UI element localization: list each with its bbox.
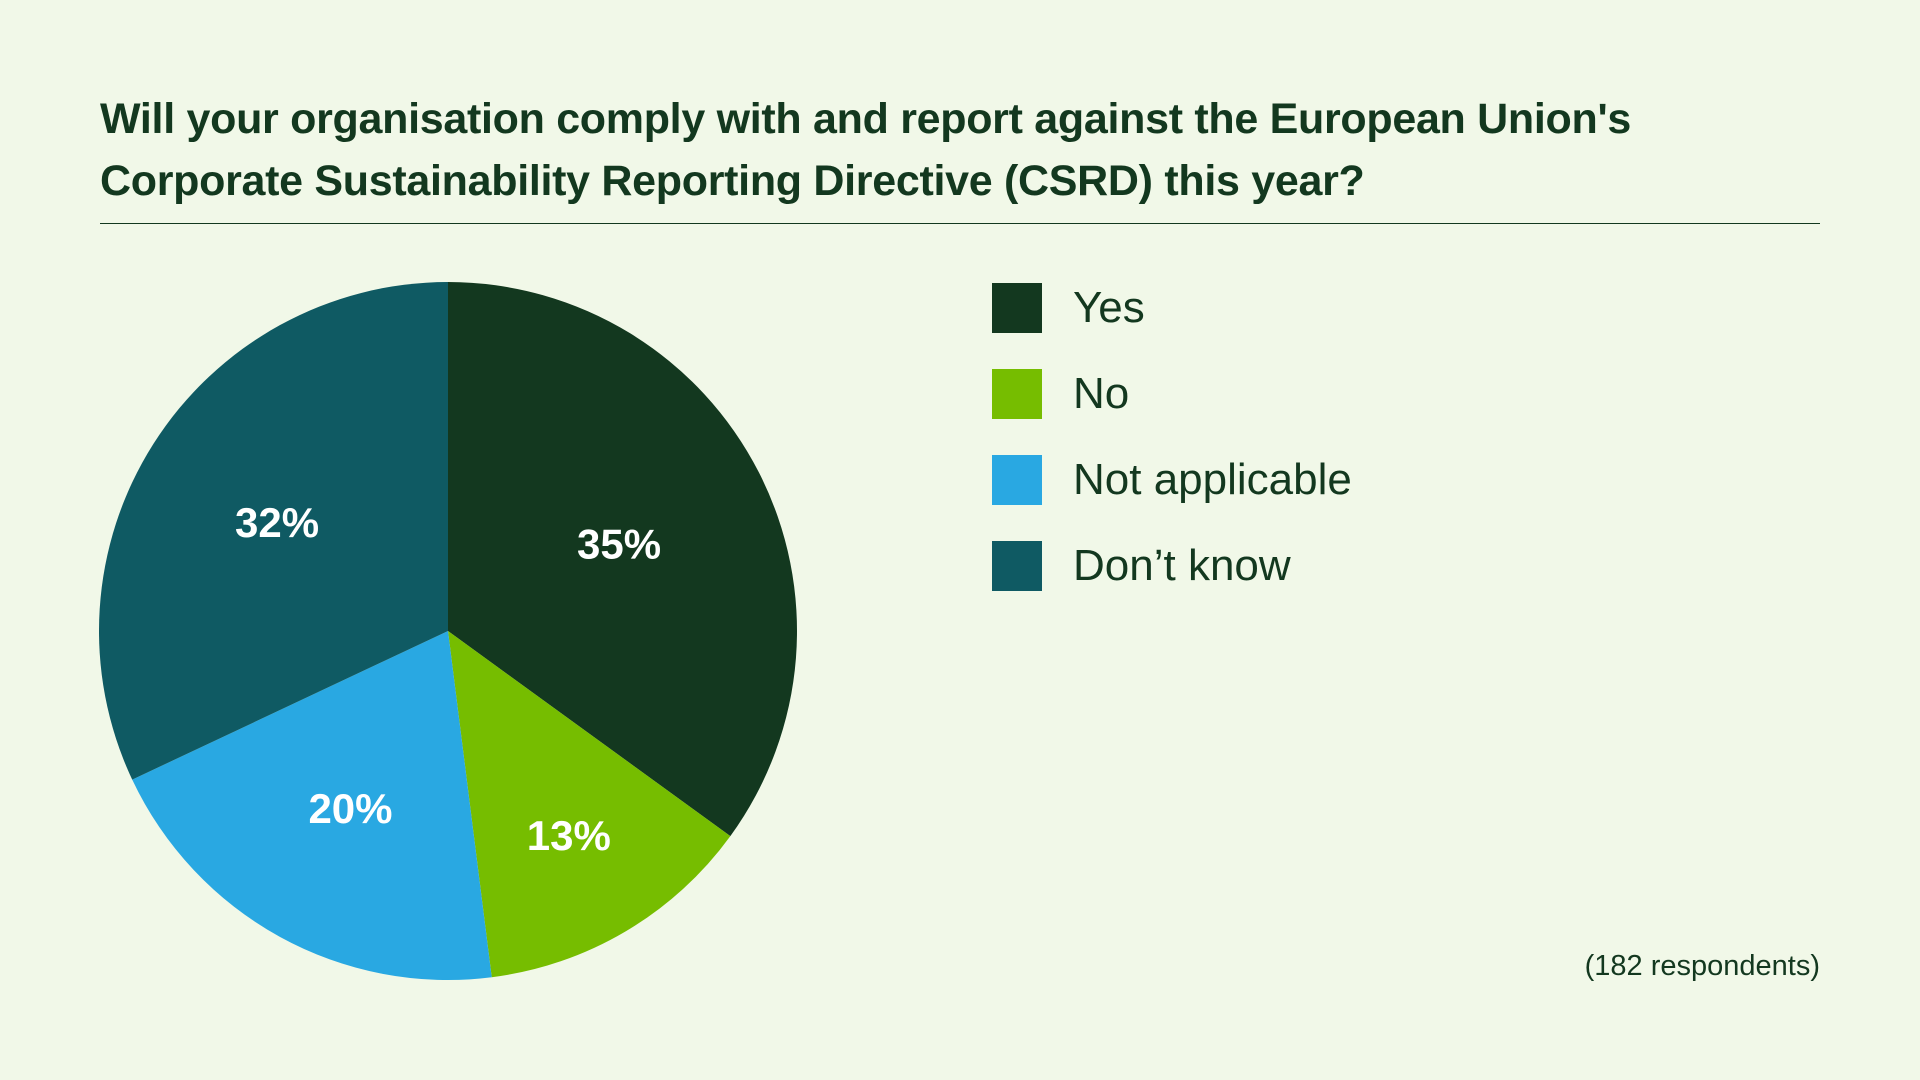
legend-item-dont-know: Don’t know [992, 541, 1352, 591]
data-label-dont-know: 32% [235, 499, 319, 546]
legend-swatch-dont-know [992, 541, 1042, 591]
pie-slice-yes [448, 282, 797, 837]
respondents-note: (182 respondents) [1584, 950, 1820, 982]
legend-label-yes: Yes [1073, 283, 1145, 332]
legend: Yes No Not applicable Don’t know [992, 283, 1352, 627]
data-label-yes: 35% [577, 520, 661, 567]
data-label-not-applicable: 20% [308, 785, 392, 832]
chart-title: Will your organisation comply with and r… [100, 95, 1632, 205]
legend-label-not-applicable: Not applicable [1073, 455, 1352, 504]
legend-label-dont-know: Don’t know [1073, 541, 1291, 590]
title-divider [100, 223, 1820, 224]
legend-swatch-not-applicable [992, 455, 1042, 505]
legend-item-not-applicable: Not applicable [992, 455, 1352, 505]
pie-slice-no [448, 631, 731, 978]
data-label-no: 13% [527, 812, 611, 859]
legend-item-no: No [992, 369, 1352, 419]
legend-label-no: No [1073, 369, 1130, 418]
legend-item-yes: Yes [992, 283, 1352, 333]
pie-slice-dont-know [98, 282, 448, 780]
legend-swatch-yes [992, 283, 1042, 333]
pie-slice-not-applicable [132, 631, 492, 981]
legend-swatch-no [992, 369, 1042, 419]
